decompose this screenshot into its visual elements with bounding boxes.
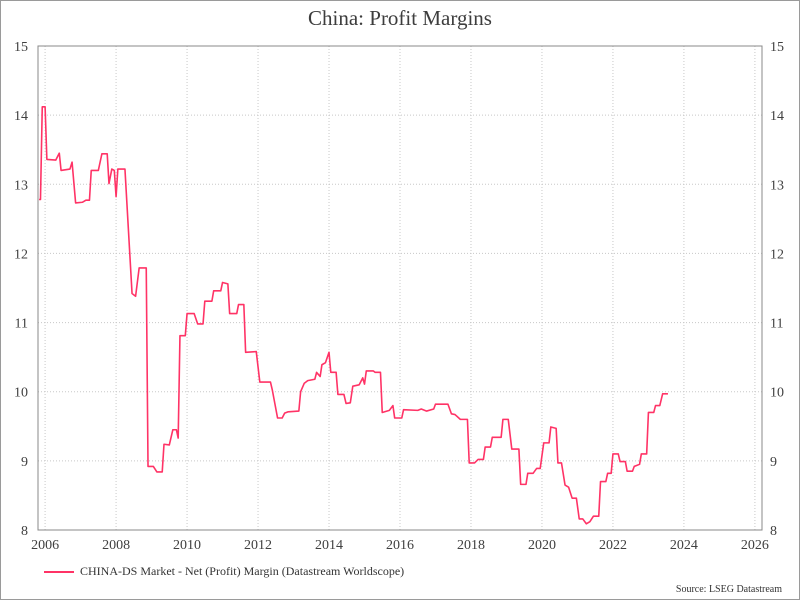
y-tick-label-left: 15 bbox=[14, 40, 28, 55]
x-tick-label: 2022 bbox=[599, 538, 627, 553]
y-tick-label-right: 12 bbox=[770, 247, 784, 262]
x-tick-label: 2014 bbox=[315, 538, 343, 553]
source-note: Source: LSEG Datastream bbox=[675, 584, 782, 595]
legend-swatch bbox=[44, 570, 74, 573]
x-tick-label: 2026 bbox=[741, 538, 769, 553]
gridlines bbox=[38, 46, 762, 530]
y-tick-label-left: 10 bbox=[14, 386, 28, 401]
y-tick-label-left: 13 bbox=[14, 178, 28, 193]
x-tick-label: 2012 bbox=[244, 538, 272, 553]
y-tick-label-right: 8 bbox=[770, 524, 777, 539]
legend: CHINA-DS Market - Net (Profit) Margin (D… bbox=[44, 564, 404, 579]
x-tick-label: 2006 bbox=[31, 538, 59, 553]
y-tick-label-left: 8 bbox=[21, 524, 28, 539]
y-tick-label-left: 12 bbox=[14, 247, 28, 262]
plot-area bbox=[37, 45, 763, 531]
y-tick-label-right: 14 bbox=[770, 109, 784, 124]
x-tick-label: 2016 bbox=[386, 538, 414, 553]
y-tick-label-right: 15 bbox=[770, 40, 784, 55]
x-tick-label: 2010 bbox=[173, 538, 201, 553]
legend-label: CHINA-DS Market - Net (Profit) Margin (D… bbox=[80, 564, 405, 578]
chart-title: China: Profit Margins bbox=[308, 6, 492, 30]
y-tick-label-right: 13 bbox=[770, 178, 784, 193]
y-tick-label-left: 9 bbox=[21, 455, 28, 470]
series-line-0 bbox=[39, 106, 668, 525]
y-tick-label-right: 10 bbox=[770, 386, 784, 401]
x-tick-label: 2008 bbox=[102, 538, 130, 553]
series-layer bbox=[39, 106, 668, 525]
axis-ticks: 2006 2008 2010 2012 2014 2016 2018 2020 2022 2024… bbox=[14, 40, 784, 553]
y-tick-label-right: 9 bbox=[770, 455, 777, 470]
y-tick-label-left: 14 bbox=[14, 109, 28, 124]
x-tick-label: 2020 bbox=[528, 538, 556, 553]
x-tick-label: 2018 bbox=[457, 538, 485, 553]
x-tick-label: 2024 bbox=[670, 538, 698, 553]
y-tick-label-left: 11 bbox=[15, 317, 28, 332]
y-tick-label-right: 11 bbox=[770, 317, 783, 332]
